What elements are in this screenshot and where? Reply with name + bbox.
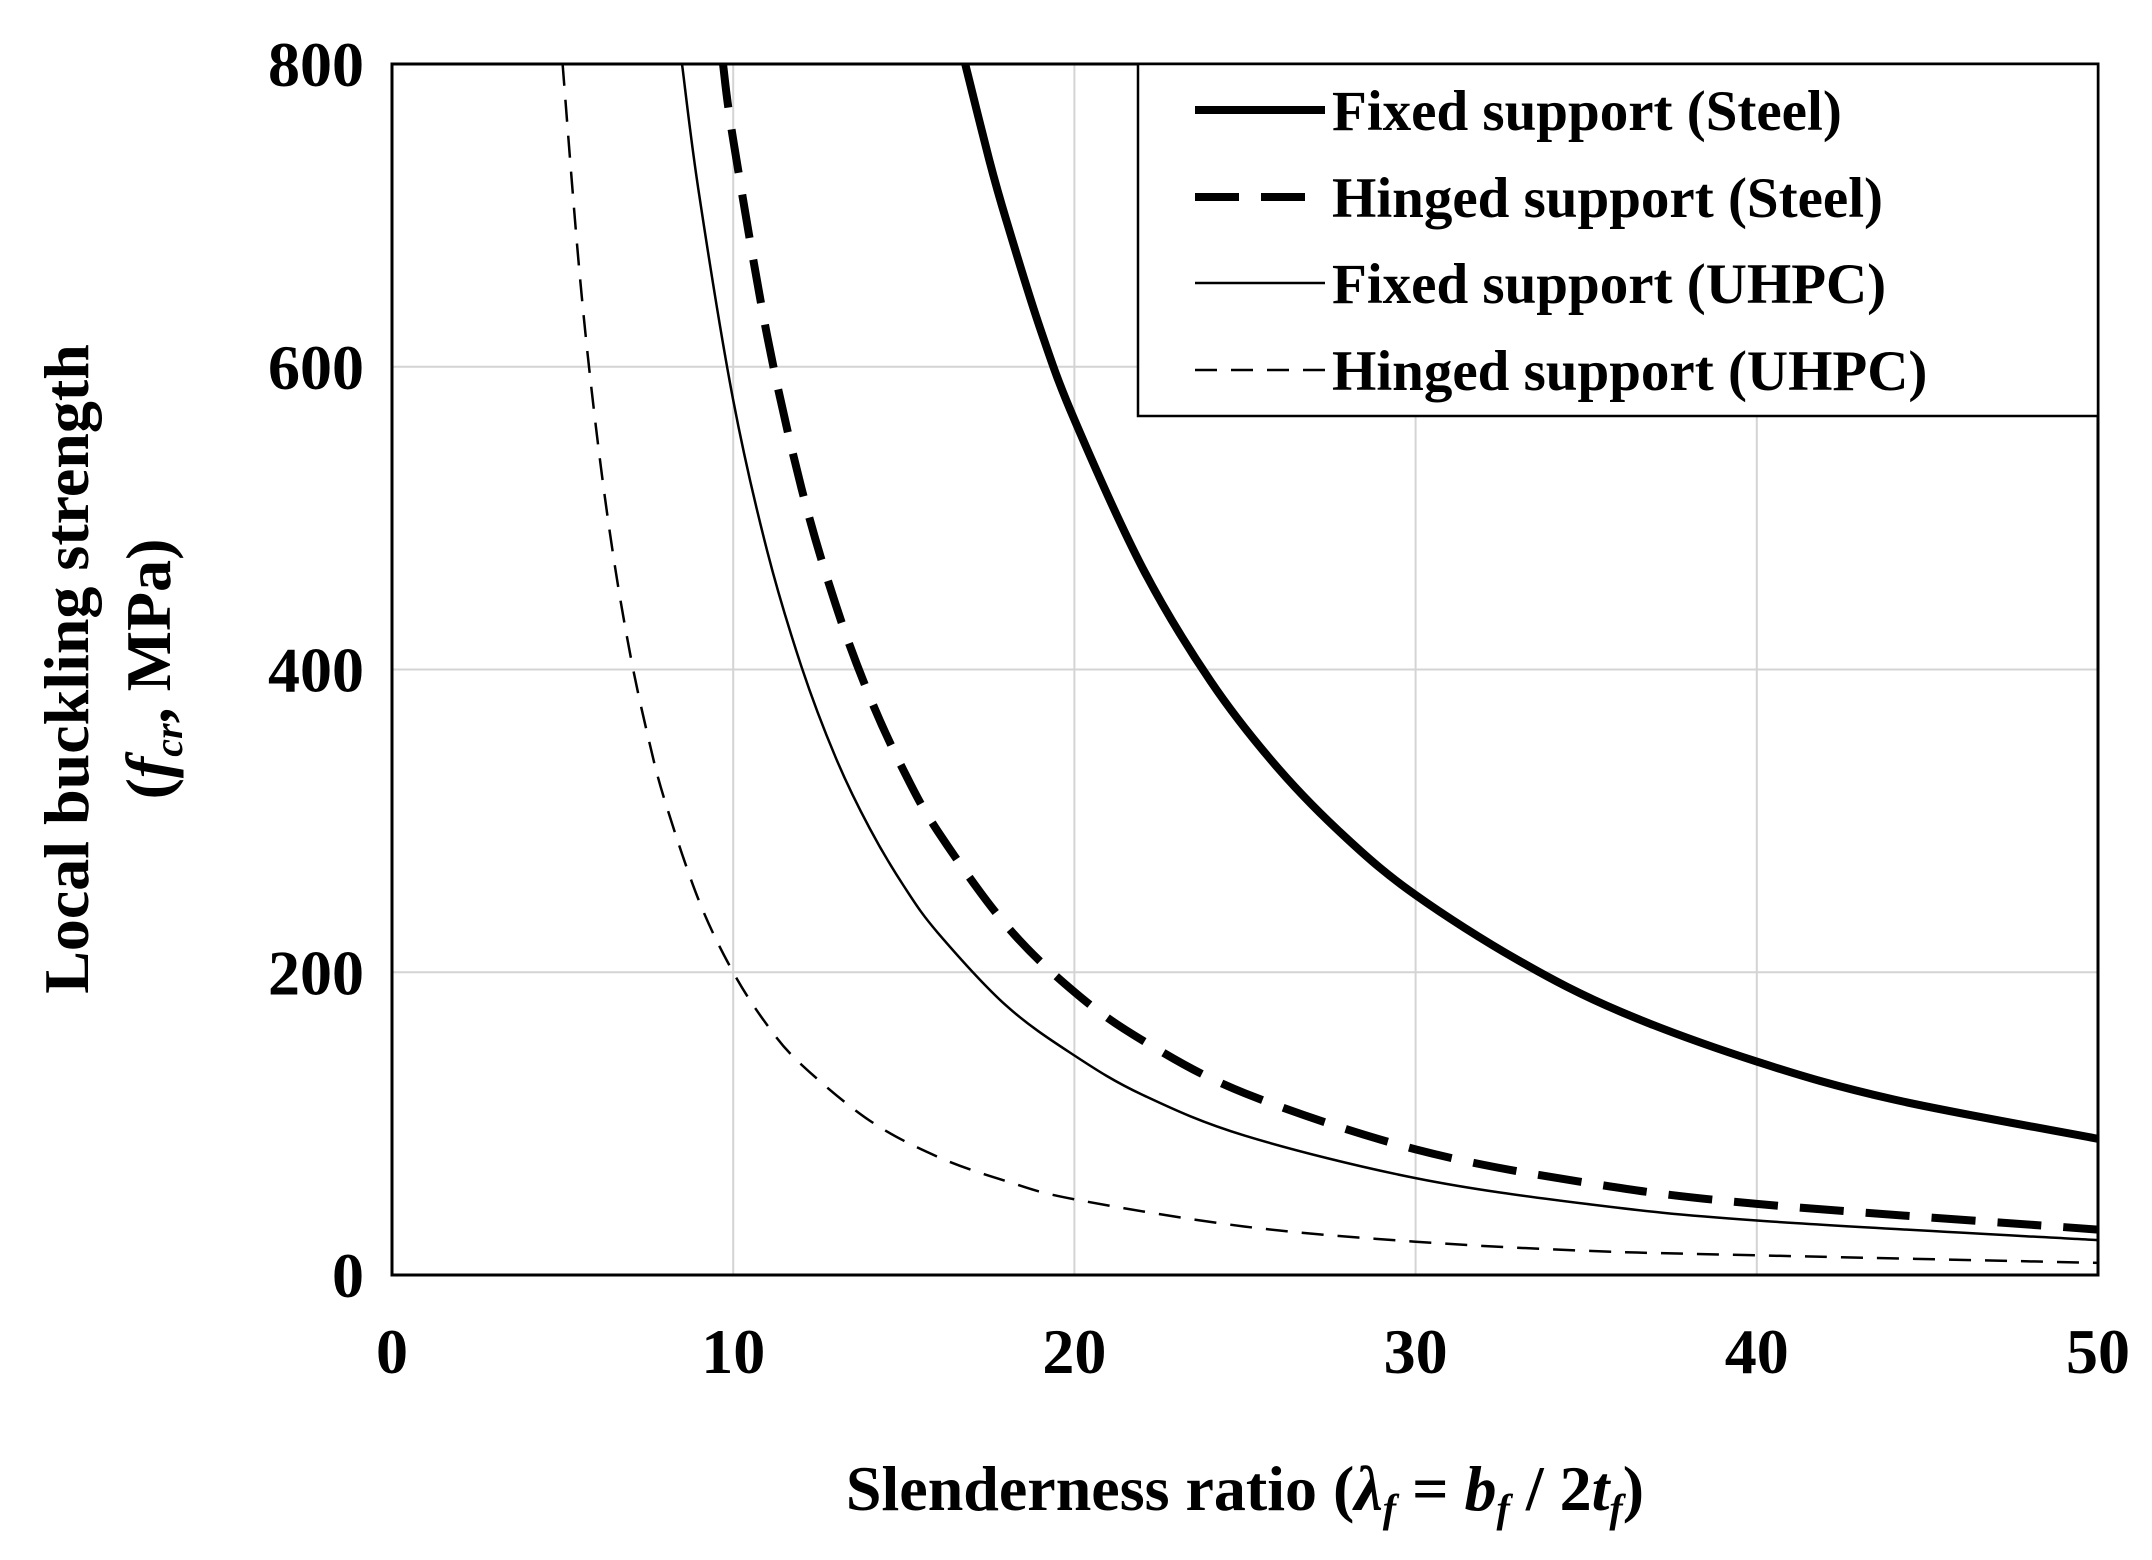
x-tick-label: 40 xyxy=(1725,1316,1789,1387)
x-tick-label: 0 xyxy=(376,1316,408,1387)
y-tick-label: 400 xyxy=(268,635,364,706)
y-axis-label-line2: (fcr, MPa) xyxy=(113,539,191,800)
x-tick-label: 20 xyxy=(1042,1316,1106,1387)
series-line-thin-solid xyxy=(680,64,2098,1242)
y-tick-label: 600 xyxy=(268,332,364,403)
series-layer xyxy=(561,64,2098,1265)
legend: Fixed support (Steel) Hinged support (St… xyxy=(1136,62,2100,418)
x-tick-label: 50 xyxy=(2066,1316,2130,1387)
legend-label-fixed-uhpc: Fixed support (UHPC) xyxy=(1332,253,1886,316)
series-line-thin-dashed xyxy=(561,64,2098,1265)
y-tick-label: 200 xyxy=(268,937,364,1008)
legend-box xyxy=(1136,62,2100,418)
tick-labels: 0 10 20 30 40 50 0 200 400 600 800 xyxy=(268,29,2130,1387)
x-axis-label: Slenderness ratio (λf = bf / 2tf) xyxy=(846,1453,1644,1531)
series-line-thick-dashed xyxy=(719,64,2098,1234)
x-tick-label: 10 xyxy=(701,1316,765,1387)
y-axis-label-line1: Local buckling strength xyxy=(31,344,102,994)
series-line-thick-solid xyxy=(961,64,2098,1143)
legend-label-hinged-uhpc: Hinged support (UHPC) xyxy=(1332,340,1927,403)
y-tick-label: 800 xyxy=(268,29,364,100)
legend-label-hinged-steel: Hinged support (Steel) xyxy=(1332,167,1883,230)
x-tick-label: 30 xyxy=(1384,1316,1448,1387)
legend-label-fixed-steel: Fixed support (Steel) xyxy=(1332,80,1842,143)
y-tick-label: 0 xyxy=(332,1240,364,1311)
